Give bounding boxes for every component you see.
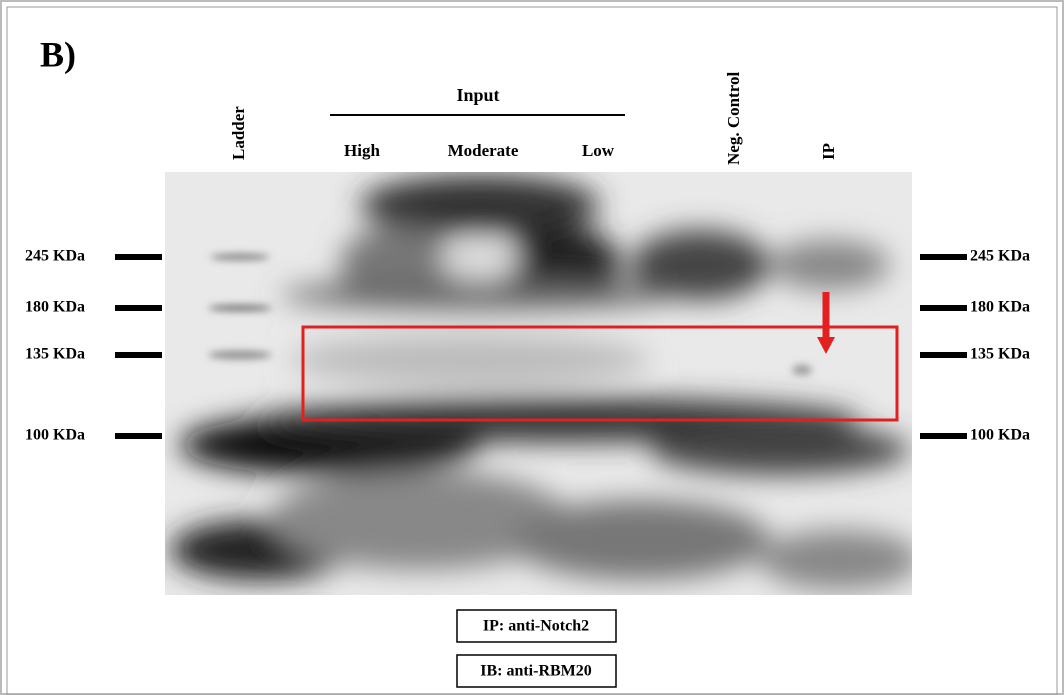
caption: IB: anti-RBM20 [480,663,592,680]
marker-label: 180 KDa [25,299,85,316]
group-label: Input [456,85,499,105]
lane-label: High [344,141,380,160]
lane-label: Moderate [448,141,519,160]
marker-label: 100 KDa [970,427,1030,444]
lane-label: Ladder [229,106,248,160]
marker-bar [115,254,162,260]
marker-bar [920,254,967,260]
marker-label: 135 KDa [25,346,85,363]
inner-frame [6,6,1058,695]
marker-label: 135 KDa [970,346,1030,363]
marker-label: 180 KDa [970,299,1030,316]
arrow-head [817,337,835,354]
markers: 245 KDa 180 KDa 135 KDa 100 KDa 245 KDa 180 K… [25,248,1030,444]
marker-bar [115,352,162,358]
marker-bar [115,305,162,311]
marker-bar [920,305,967,311]
blot [165,172,912,595]
marker-label: 245 KDa [970,248,1030,265]
lane-label: IP [819,143,838,160]
highlight-box [301,325,899,422]
marker-bar [920,352,967,358]
caption: IP: anti-Notch2 [483,618,589,635]
caption-box [456,654,617,688]
caption-box [456,609,617,643]
marker-label: 100 KDa [25,427,85,444]
lane-label: Neg. Control [724,72,743,165]
marker-bar [115,433,162,439]
lane-label: Low [582,141,615,160]
marker-label: 245 KDa [25,248,85,265]
marker-bar [920,433,967,439]
panel-label: B) [40,34,76,74]
